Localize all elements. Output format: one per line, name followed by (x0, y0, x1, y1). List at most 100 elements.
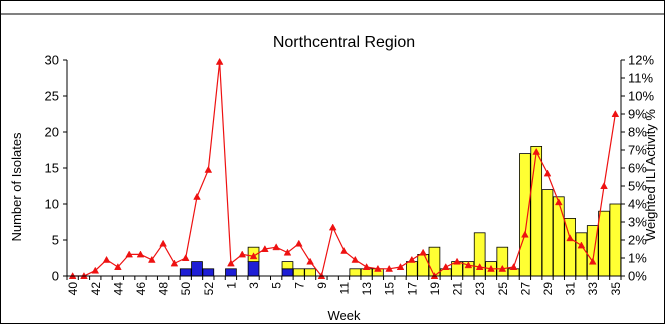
ili-point-week-43 (102, 255, 111, 263)
y2-axis-label: Weighted ILI Activity % (643, 109, 658, 241)
x-tick-label: 7 (292, 282, 306, 289)
x-tick-label: 33 (586, 282, 600, 296)
chart-title: Northcentral Region (273, 34, 415, 51)
ili-point-week-42 (91, 266, 100, 274)
bar-blue-week-6 (281, 268, 294, 277)
x-tick-label: 19 (428, 282, 442, 296)
x-axis-label: Week (328, 308, 361, 323)
x-tick-label: 9 (315, 282, 329, 289)
bar-blue-week-50 (179, 268, 192, 277)
bar-yellow-week-30 (552, 196, 565, 277)
bar-yellow-week-27 (519, 153, 531, 277)
x-tick-label: 13 (360, 282, 374, 296)
ili-point-week-25 (498, 264, 507, 272)
ili-point-week-16 (396, 263, 405, 270)
x-tick-label: 15 (383, 282, 397, 296)
bar-yellow-week-17 (406, 261, 418, 277)
bar-yellow-week-32 (575, 232, 588, 277)
y2-tick-label: 11% (628, 71, 653, 86)
ili-point-week-14 (374, 264, 382, 272)
ili-point-week-10 (328, 223, 337, 231)
y2-tick-label: 12% (628, 53, 654, 68)
ili-point-week-28 (532, 147, 541, 155)
bar-yellow-week-34 (598, 210, 610, 277)
bar-yellow-week-35 (609, 203, 622, 277)
ili-point-week-17 (408, 255, 416, 263)
x-tick-label: 17 (405, 282, 419, 296)
ili-point-week-23 (475, 263, 484, 270)
y2-tick-label: 2% (628, 233, 647, 248)
x-tick-label: 5 (270, 282, 284, 289)
x-tick-label: 42 (89, 282, 103, 296)
x-tick-label: 27 (518, 282, 532, 296)
y-tick-label: 0 (52, 269, 59, 284)
ili-point-week-15 (385, 264, 394, 272)
ili-point-week-24 (487, 264, 495, 272)
y-tick-label: 25 (45, 89, 59, 104)
ili-point-week-53 (215, 57, 224, 65)
ili-point-week-45 (125, 250, 134, 258)
y2-tick-label: 8% (628, 125, 647, 140)
bar-blue-week-52 (202, 268, 215, 277)
ili-point-week-11 (340, 246, 348, 254)
x-tick-label: 29 (541, 282, 555, 296)
ili-point-week-48 (159, 239, 167, 247)
ili-point-week-47 (147, 255, 156, 263)
ili-point-week-3 (249, 252, 258, 260)
y2-ticks: 0% 1% 2% 3% 4% 5% 6% 7% 8% 9% 10% 11% 12% (621, 53, 654, 284)
ili-point-week-32 (577, 241, 586, 249)
y2-tick-label: 1% (628, 251, 647, 266)
y2-tick-label: 4% (628, 197, 647, 212)
x-tick-label: 44 (111, 282, 125, 296)
ili-point-week-34 (600, 182, 608, 189)
x-tick-label: 23 (473, 282, 487, 296)
y-ticks: 0 5 10 15 20 25 30 (45, 53, 67, 284)
bar-yellow-week-19 (428, 246, 441, 277)
ili-point-week-46 (136, 250, 145, 258)
ili-point-week-31 (566, 234, 574, 242)
ili-point-week-29 (543, 169, 552, 177)
x-tick-label: 25 (496, 282, 510, 296)
ili-point-week-44 (114, 263, 122, 270)
ili-point-week-5 (272, 243, 280, 251)
bar-blue-week-51 (191, 261, 203, 277)
bar-yellow-week-8 (304, 268, 316, 277)
ili-point-week-52 (204, 165, 213, 173)
x-tick-label: 31 (564, 282, 578, 296)
ili-point-week-20 (441, 263, 450, 270)
y2-tick-label: 10% (628, 89, 654, 104)
ili-point-week-12 (351, 255, 360, 263)
x-tick-label: 48 (157, 282, 171, 296)
y2-tick-label: 7% (628, 143, 647, 158)
y-tick-label: 30 (45, 53, 59, 68)
x-tick-label: 46 (134, 282, 148, 296)
ili-point-week-1 (227, 259, 235, 267)
x-tick-label: 35 (609, 282, 623, 296)
y-tick-label: 20 (45, 125, 59, 140)
ili-point-week-22 (464, 261, 473, 269)
x-ticks: 40 42 44 46 48 50 52 1 3 5 7 9 11 13 15 17 19 21 23 25 27 29 3… (66, 276, 623, 295)
bar-yellow-week-7 (292, 268, 305, 277)
y-axis-label: Number of Isolates (9, 132, 24, 242)
ili-point-week-21 (453, 257, 461, 265)
y2-tick-label: 5% (628, 179, 647, 194)
ili-point-week-2 (238, 250, 247, 258)
ili-point-week-27 (521, 230, 529, 238)
ili-point-week-13 (362, 263, 371, 270)
y-tick-label: 10 (45, 197, 59, 212)
x-tick-label: 52 (202, 282, 216, 296)
bar-yellow-week-29 (541, 189, 554, 277)
bar-yellow-week-18 (417, 253, 429, 277)
ili-point-week-7 (294, 239, 303, 247)
ili-point-week-49 (170, 259, 179, 267)
y2-tick-label: 3% (628, 215, 647, 230)
ili-point-week-50 (181, 254, 190, 261)
bar-blue-week-1 (225, 268, 237, 277)
ili-point-week-33 (588, 257, 597, 265)
bar-layer (179, 145, 622, 277)
x-tick-label: 11 (338, 282, 352, 295)
y-tick-label: 5 (52, 233, 59, 248)
y2-tick-label: 0% (628, 269, 647, 284)
ili-point-week-18 (419, 248, 427, 256)
